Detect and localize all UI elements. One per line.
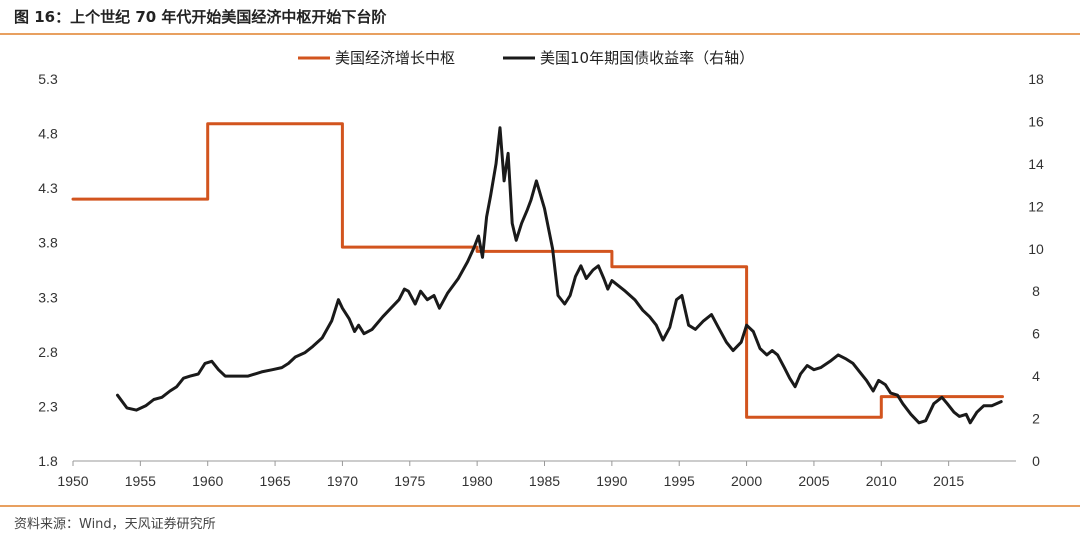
right-y-tick-label: 4 bbox=[1032, 368, 1040, 384]
chart-series bbox=[71, 122, 1004, 425]
x-tick-label: 1980 bbox=[462, 473, 493, 489]
legend-label-treasury-yield: 美国10年期国债收益率（右轴） bbox=[540, 49, 754, 67]
x-tick-label: 1975 bbox=[394, 473, 425, 489]
right-y-axis-labels: 0 2 4 6 8 10 12 14 16 18 bbox=[1028, 71, 1044, 469]
right-y-tick-label: 0 bbox=[1032, 453, 1040, 469]
right-y-tick-label: 12 bbox=[1028, 198, 1044, 214]
x-tick-label: 1960 bbox=[192, 473, 223, 489]
left-y-tick-label: 5.3 bbox=[38, 71, 58, 87]
x-tick-label: 1955 bbox=[125, 473, 156, 489]
left-y-tick-label: 1.8 bbox=[38, 453, 58, 469]
line-chart: 美国经济增长中枢 美国10年期国债收益率（右轴） 1950 1955 1960 196… bbox=[38, 49, 1044, 489]
left-y-tick-label: 3.8 bbox=[38, 235, 58, 251]
x-tick-label: 2005 bbox=[798, 473, 829, 489]
left-y-tick-label: 3.3 bbox=[38, 289, 58, 305]
right-y-tick-label: 16 bbox=[1028, 113, 1044, 129]
right-y-tick-label: 14 bbox=[1028, 156, 1044, 172]
x-tick-label: 1970 bbox=[327, 473, 358, 489]
legend-label-gdp-center: 美国经济增长中枢 bbox=[335, 49, 455, 67]
x-tick-label: 1950 bbox=[57, 473, 88, 489]
left-y-tick-label: 2.8 bbox=[38, 344, 58, 360]
right-y-tick-label: 6 bbox=[1032, 326, 1040, 342]
right-y-tick-label: 8 bbox=[1032, 283, 1040, 299]
chart-legend: 美国经济增长中枢 美国10年期国债收益率（右轴） bbox=[298, 49, 754, 67]
figure-title: 图 16：上个世纪 70 年代开始美国经济中枢开始下台阶 bbox=[14, 8, 387, 26]
x-axis-labels: 1950 1955 1960 1965 1970 1975 1980 1985 1990 1995… bbox=[57, 473, 964, 489]
left-y-tick-label: 2.3 bbox=[38, 398, 58, 414]
x-axis-ticks bbox=[72, 461, 950, 466]
left-y-tick-label: 4.8 bbox=[38, 126, 58, 142]
x-tick-label: 1985 bbox=[529, 473, 560, 489]
x-tick-label: 2010 bbox=[866, 473, 897, 489]
top-divider bbox=[0, 33, 1080, 35]
x-tick-label: 2015 bbox=[933, 473, 964, 489]
x-tick-label: 1990 bbox=[596, 473, 627, 489]
x-tick-label: 1965 bbox=[259, 473, 290, 489]
series-line-gdp-center bbox=[71, 122, 1004, 419]
right-y-tick-label: 10 bbox=[1028, 241, 1044, 257]
right-y-tick-label: 18 bbox=[1028, 71, 1044, 87]
bottom-divider bbox=[0, 505, 1080, 507]
left-y-axis-labels: 1.8 2.3 2.8 3.3 3.8 4.3 4.8 5.3 bbox=[38, 71, 58, 469]
left-y-tick-label: 4.3 bbox=[38, 180, 58, 196]
x-tick-label: 2000 bbox=[731, 473, 762, 489]
source-note: 资料来源：Wind，天风证券研究所 bbox=[14, 517, 216, 532]
right-y-tick-label: 2 bbox=[1032, 411, 1040, 427]
x-tick-label: 1995 bbox=[664, 473, 695, 489]
series-line-treasury-yield bbox=[116, 126, 1003, 425]
